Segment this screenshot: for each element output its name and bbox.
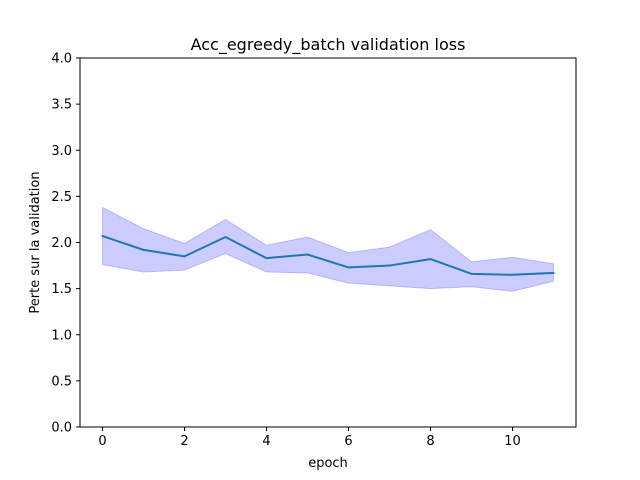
x-axis-label: epoch <box>308 456 348 471</box>
y-tick-label: 2.5 <box>51 190 72 205</box>
x-tick-label: 4 <box>262 434 270 449</box>
y-tick-label: 0.5 <box>51 374 72 389</box>
y-tick-label: 4.0 <box>51 52 72 67</box>
y-axis-ticks: 0.0 0.5 1.0 1.5 2.0 2.5 3.0 3.5 4.0 <box>51 52 80 436</box>
y-axis-label: Perte sur la validation <box>28 171 43 313</box>
chart-title: Acc_egreedy_batch validation loss <box>191 35 466 55</box>
y-tick-label: 0.0 <box>51 421 72 436</box>
confidence-band-layer <box>102 206 554 292</box>
series-line <box>101 234 555 276</box>
x-tick-label: 10 <box>504 434 521 449</box>
y-tick-label: 1.5 <box>51 282 72 297</box>
y-tick-label: 2.0 <box>51 236 72 251</box>
series-line-layer <box>101 234 555 276</box>
y-tick-label: 3.5 <box>51 98 72 113</box>
x-tick-label: 0 <box>98 434 106 449</box>
y-tick-label: 1.0 <box>51 328 72 343</box>
confidence-band <box>102 206 554 292</box>
x-axis-ticks: 0 2 4 6 8 10 <box>98 427 521 449</box>
y-tick-label: 3.0 <box>51 144 72 159</box>
x-tick-label: 6 <box>344 434 352 449</box>
x-tick-label: 8 <box>426 434 434 449</box>
x-tick-label: 2 <box>180 434 188 449</box>
